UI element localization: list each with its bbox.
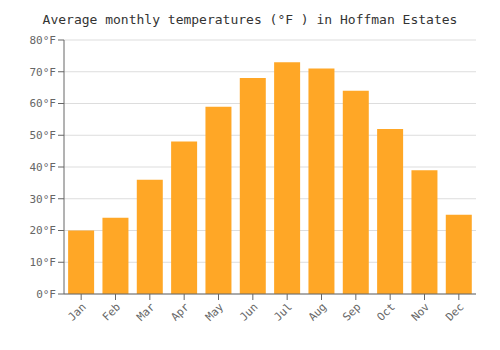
svg-text:Sep: Sep: [340, 300, 363, 323]
svg-text:70°F: 70°F: [30, 66, 57, 79]
svg-text:50°F: 50°F: [30, 129, 57, 142]
svg-text:Apr: Apr: [169, 300, 193, 324]
svg-text:Feb: Feb: [100, 300, 123, 323]
svg-text:Dec: Dec: [443, 300, 466, 323]
svg-text:Jun: Jun: [237, 300, 260, 323]
svg-text:Aug: Aug: [306, 300, 329, 323]
svg-text:Nov: Nov: [409, 300, 433, 324]
svg-text:40°F: 40°F: [30, 161, 57, 174]
svg-text:0°F: 0°F: [36, 288, 56, 301]
svg-text:Oct: Oct: [375, 300, 398, 323]
svg-text:Mar: Mar: [134, 300, 158, 324]
svg-text:10°F: 10°F: [30, 256, 57, 269]
svg-text:May: May: [203, 300, 227, 324]
html-text:Average monthly temperatures (: Average monthly temperatures (°F ) in Ho…: [42, 12, 458, 27]
svg-text:Jan: Jan: [66, 300, 89, 323]
svg-text:80°F: 80°F: [30, 34, 57, 47]
svg-text:20°F: 20°F: [30, 224, 57, 237]
svg-text:Jul: Jul: [272, 300, 295, 323]
svg-text:30°F: 30°F: [30, 193, 57, 206]
svg-text:60°F: 60°F: [30, 97, 57, 110]
